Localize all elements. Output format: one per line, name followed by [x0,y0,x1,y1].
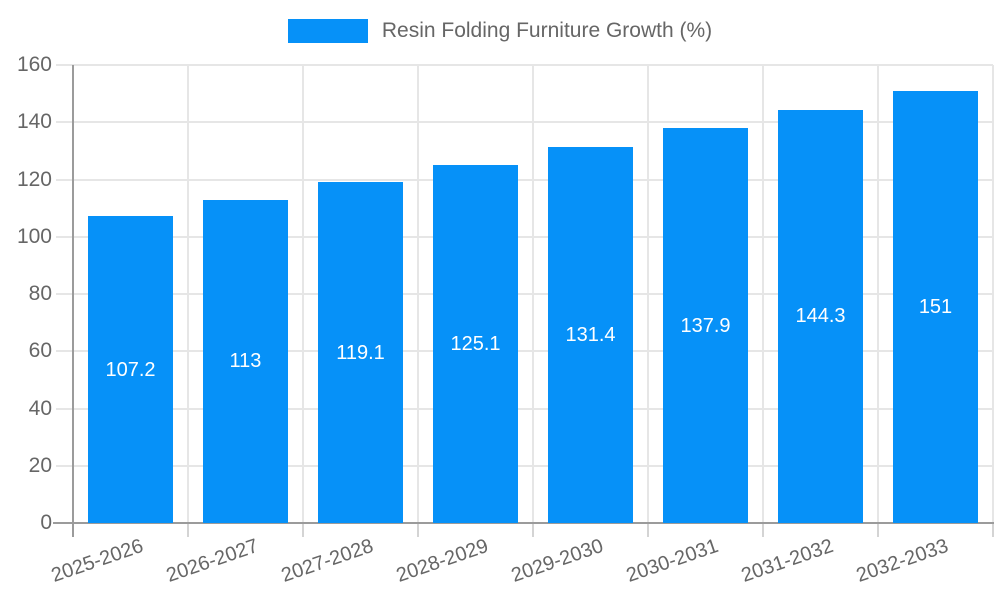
x-axis-tick [647,524,649,537]
bar[interactable] [778,109,863,523]
x-gridline [302,65,304,523]
y-axis-tick-label: 120 [16,167,52,191]
x-axis-category-label: 2030-2031 [623,534,721,587]
x-axis-category-label: 2025-2026 [48,534,146,587]
y-gridline [56,235,993,238]
x-axis-category-label: 2028-2029 [393,534,491,587]
y-axis-tick-label: 60 [28,339,52,363]
legend-swatch-icon [287,19,368,43]
bar[interactable] [433,164,518,523]
x-gridline [417,65,419,523]
bar-value-label: 125.1 [450,332,501,355]
bar-value-label: 137.9 [680,314,731,337]
x-axis-category-label: 2026-2027 [163,534,261,587]
x-axis-tick [762,524,764,537]
y-axis-tick-label: 140 [16,110,52,134]
x-gridline [532,65,534,523]
x-axis-tick [187,524,189,537]
y-gridline [56,293,993,295]
x-gridline [877,65,879,523]
bar-value-label: 113 [229,350,262,373]
x-axis-line [53,522,994,524]
legend-label: Resin Folding Furniture Growth (%) [381,19,713,42]
y-gridline [56,464,993,467]
x-axis-category-label: 2032-2033 [853,534,951,587]
y-gridline [56,350,993,353]
y-axis-tick-label: 100 [16,224,52,248]
x-axis-tick [532,524,534,537]
bar-value-label: 119.1 [336,341,385,364]
x-axis-tick [992,524,994,537]
x-axis-category-label: 2029-2030 [508,534,606,587]
bar-value-label: 144.3 [795,305,846,328]
y-axis-tick-label: 20 [28,453,52,477]
x-axis-tick [877,524,879,537]
x-gridline [992,65,994,523]
x-axis-tick [417,524,419,537]
x-gridline [762,65,764,523]
bar[interactable] [893,90,978,523]
bar[interactable] [318,182,403,523]
x-axis-category-label: 2027-2028 [278,534,376,587]
bar[interactable] [88,216,173,523]
chart-legend[interactable]: Resin Folding Furniture Growth (%) [0,16,1000,46]
x-gridline [647,65,649,523]
bar-value-label: 131.4 [565,323,616,346]
y-gridline [56,121,993,124]
x-gridline [187,65,189,523]
y-axis-tick-label: 80 [28,282,52,305]
x-axis-tick [302,524,304,537]
y-axis-tick-label: 0 [40,511,52,534]
bar[interactable] [203,199,288,523]
bar[interactable] [663,128,748,523]
y-gridline [56,407,993,410]
bar-value-label: 107.2 [105,358,156,381]
y-axis-tick-label: 160 [16,53,52,76]
x-axis-category-label: 2031-2032 [738,534,836,587]
y-axis-tick-label: 40 [28,396,52,420]
y-gridline [56,178,993,181]
bar[interactable] [548,146,633,523]
y-gridline [56,64,993,66]
bar-value-label: 151 [918,295,953,318]
y-axis-line [72,65,74,537]
